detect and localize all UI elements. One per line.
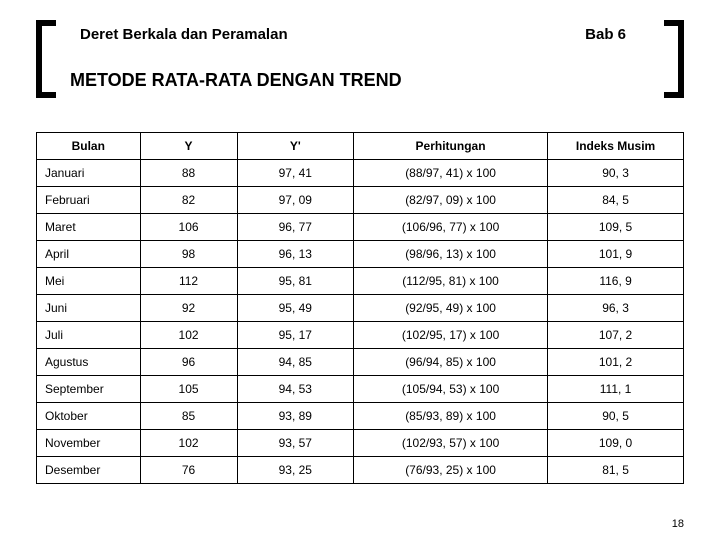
table-cell: 105 xyxy=(140,376,237,403)
table-row: Oktober8593, 89(85/93, 89) x 10090, 5 xyxy=(37,403,684,430)
table-cell: (105/94, 53) x 100 xyxy=(354,376,548,403)
table-cell: 90, 3 xyxy=(548,160,684,187)
table-cell: Oktober xyxy=(37,403,141,430)
page-number: 18 xyxy=(672,518,684,530)
table-cell: 85 xyxy=(140,403,237,430)
data-table: Bulan Y Y' Perhitungan Indeks Musim Janu… xyxy=(36,132,684,484)
table-cell: 81, 5 xyxy=(548,457,684,484)
table-cell: (98/96, 13) x 100 xyxy=(354,241,548,268)
table-cell: (106/96, 77) x 100 xyxy=(354,214,548,241)
table-cell: 98 xyxy=(140,241,237,268)
table-cell: 96, 3 xyxy=(548,295,684,322)
bracket-right xyxy=(664,20,684,98)
table-cell: 88 xyxy=(140,160,237,187)
table-cell: 111, 1 xyxy=(548,376,684,403)
table-cell: (96/94, 85) x 100 xyxy=(354,349,548,376)
table-cell: (112/95, 81) x 100 xyxy=(354,268,548,295)
col-header-perhitungan: Perhitungan xyxy=(354,133,548,160)
table-cell: 82 xyxy=(140,187,237,214)
table-row: November10293, 57(102/93, 57) x 100109, … xyxy=(37,430,684,457)
table-row: Agustus9694, 85(96/94, 85) x 100101, 2 xyxy=(37,349,684,376)
table-row: September10594, 53(105/94, 53) x 100111,… xyxy=(37,376,684,403)
table-cell: (76/93, 25) x 100 xyxy=(354,457,548,484)
table-cell: 94, 85 xyxy=(237,349,353,376)
table-cell: 107, 2 xyxy=(548,322,684,349)
table-cell: 102 xyxy=(140,322,237,349)
table-cell: (92/95, 49) x 100 xyxy=(354,295,548,322)
table-cell: 112 xyxy=(140,268,237,295)
table-cell: (85/93, 89) x 100 xyxy=(354,403,548,430)
table-cell: (102/95, 17) x 100 xyxy=(354,322,548,349)
table-row: Juli10295, 17(102/95, 17) x 100107, 2 xyxy=(37,322,684,349)
table-cell: Agustus xyxy=(37,349,141,376)
table-cell: 96 xyxy=(140,349,237,376)
table-cell: 95, 49 xyxy=(237,295,353,322)
table-cell: 96, 77 xyxy=(237,214,353,241)
table-cell: Mei xyxy=(37,268,141,295)
table-row: Juni9295, 49(92/95, 49) x 10096, 3 xyxy=(37,295,684,322)
table-cell: 93, 25 xyxy=(237,457,353,484)
table-cell: Juli xyxy=(37,322,141,349)
table-cell: 102 xyxy=(140,430,237,457)
table-cell: 109, 5 xyxy=(548,214,684,241)
table-row: Februari8297, 09(82/97, 09) x 10084, 5 xyxy=(37,187,684,214)
slide-header: Deret Berkala dan Peramalan Bab 6 METODE… xyxy=(36,22,684,98)
table-cell: 97, 41 xyxy=(237,160,353,187)
table-cell: 101, 2 xyxy=(548,349,684,376)
table-cell: 94, 53 xyxy=(237,376,353,403)
table-cell: November xyxy=(37,430,141,457)
table-cell: (102/93, 57) x 100 xyxy=(354,430,548,457)
table-cell: Maret xyxy=(37,214,141,241)
table-row: Januari8897, 41(88/97, 41) x 10090, 3 xyxy=(37,160,684,187)
table-cell: (82/97, 09) x 100 xyxy=(354,187,548,214)
table-row: April9896, 13(98/96, 13) x 100101, 9 xyxy=(37,241,684,268)
table-body: Januari8897, 41(88/97, 41) x 10090, 3Feb… xyxy=(37,160,684,484)
table-header-row: Bulan Y Y' Perhitungan Indeks Musim xyxy=(37,133,684,160)
table-cell: 109, 0 xyxy=(548,430,684,457)
table-cell: April xyxy=(37,241,141,268)
table-cell: 92 xyxy=(140,295,237,322)
bracket-left xyxy=(36,20,56,98)
col-header-y: Y xyxy=(140,133,237,160)
table-cell: Februari xyxy=(37,187,141,214)
table-row: Desember7693, 25(76/93, 25) x 10081, 5 xyxy=(37,457,684,484)
table-cell: Januari xyxy=(37,160,141,187)
table-cell: Desember xyxy=(37,457,141,484)
chapter-title: Deret Berkala dan Peramalan xyxy=(80,26,288,43)
col-header-y-prime: Y' xyxy=(237,133,353,160)
table-row: Mei11295, 81(112/95, 81) x 100116, 9 xyxy=(37,268,684,295)
table-cell: (88/97, 41) x 100 xyxy=(354,160,548,187)
col-header-indeks-musim: Indeks Musim xyxy=(548,133,684,160)
table-row: Maret10696, 77(106/96, 77) x 100109, 5 xyxy=(37,214,684,241)
table-cell: 84, 5 xyxy=(548,187,684,214)
chapter-label: Bab 6 xyxy=(585,26,626,43)
table-cell: 106 xyxy=(140,214,237,241)
col-header-bulan: Bulan xyxy=(37,133,141,160)
table-cell: 101, 9 xyxy=(548,241,684,268)
table-cell: September xyxy=(37,376,141,403)
section-title: METODE RATA-RATA DENGAN TREND xyxy=(70,70,402,91)
table-cell: 95, 81 xyxy=(237,268,353,295)
table-cell: 93, 89 xyxy=(237,403,353,430)
table-cell: 93, 57 xyxy=(237,430,353,457)
table-cell: 96, 13 xyxy=(237,241,353,268)
table-cell: 76 xyxy=(140,457,237,484)
table-cell: Juni xyxy=(37,295,141,322)
table-cell: 97, 09 xyxy=(237,187,353,214)
table-cell: 90, 5 xyxy=(548,403,684,430)
table-cell: 116, 9 xyxy=(548,268,684,295)
table-cell: 95, 17 xyxy=(237,322,353,349)
